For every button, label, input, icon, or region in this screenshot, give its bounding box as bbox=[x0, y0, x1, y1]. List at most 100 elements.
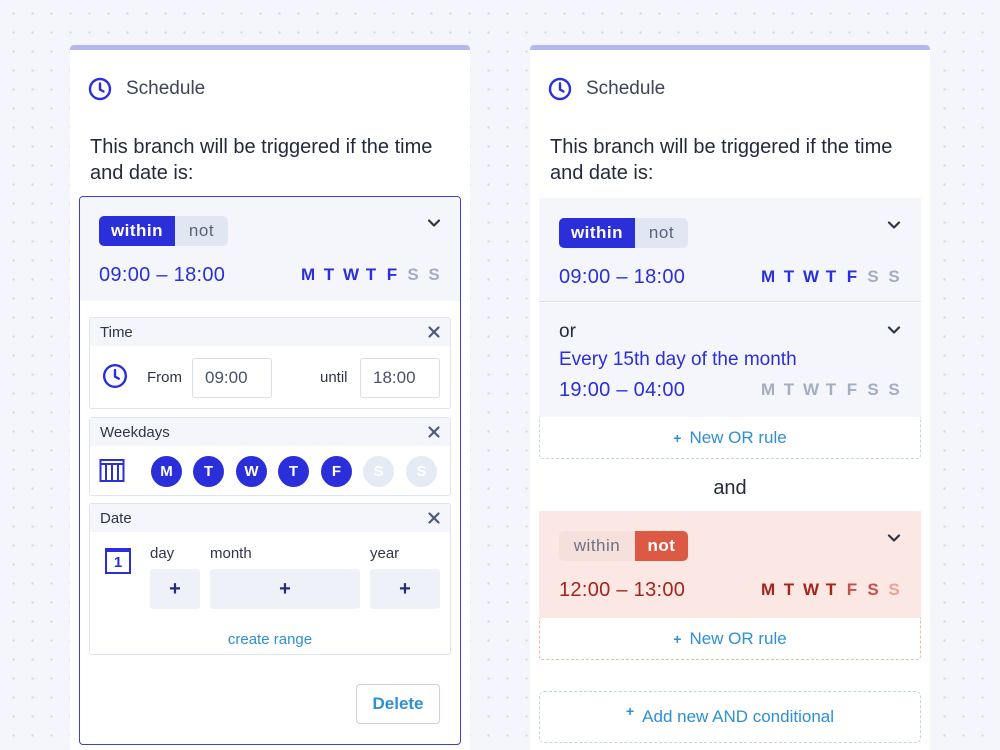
intro-text: This branch will be triggered if the tim… bbox=[550, 136, 893, 184]
day-letter: T bbox=[825, 380, 837, 399]
weekday-toggle-tue[interactable]: T bbox=[193, 456, 224, 487]
day-letter: T bbox=[825, 580, 837, 599]
condition-summary[interactable]: within not 09:00 – 18:00 M T W T F S S bbox=[539, 198, 921, 302]
weekday-toggle-sun[interactable]: S bbox=[406, 456, 437, 487]
condition-row: 12:00 – 13:00 M T W T F S S bbox=[559, 577, 901, 603]
intro-text: This branch will be triggered if the tim… bbox=[90, 136, 433, 184]
day-letter: S bbox=[888, 380, 900, 399]
panel-header: Schedule bbox=[548, 76, 665, 102]
weekdays-card-title: Weekdays bbox=[100, 423, 170, 441]
day-letter: T bbox=[365, 265, 377, 284]
weekday-toggle-wed[interactable]: W bbox=[236, 456, 267, 487]
add-day-button[interactable]: + bbox=[150, 569, 200, 609]
clock-icon bbox=[548, 77, 572, 101]
day-letter: M bbox=[301, 265, 316, 284]
day-letter: F bbox=[846, 380, 858, 399]
condition-row: 19:00 – 04:00 M T W T F S S bbox=[559, 377, 901, 403]
day-letter: M bbox=[761, 380, 776, 399]
within-not-toggle: within not bbox=[559, 531, 688, 561]
time-range: 12:00 – 13:00 bbox=[559, 578, 686, 601]
until-label: until bbox=[320, 369, 348, 386]
day-letter: W bbox=[803, 380, 820, 399]
within-option[interactable]: within bbox=[559, 218, 635, 248]
time-card-title: Time bbox=[100, 323, 133, 341]
day-letter: S bbox=[407, 265, 419, 284]
add-and-conditional-button[interactable]: + Add new AND conditional bbox=[539, 691, 921, 743]
weekday-toggle-sat[interactable]: S bbox=[363, 456, 394, 487]
plus-icon: + bbox=[673, 630, 682, 647]
close-icon[interactable] bbox=[428, 426, 440, 438]
clock-icon bbox=[102, 363, 128, 394]
condition-summary[interactable]: within not 09:00 – 18:00 M T W T F S S bbox=[80, 197, 460, 301]
schedule-panel-left: Schedule This branch will be triggered i… bbox=[70, 45, 470, 750]
day-letter: M bbox=[761, 580, 776, 599]
day-letter: F bbox=[386, 265, 398, 284]
days-summary: M T W T F S S bbox=[761, 580, 901, 600]
time-card: Time From 09:00 until 18:00 bbox=[89, 317, 451, 409]
from-time-input[interactable]: 09:00 bbox=[192, 358, 272, 398]
weekday-toggle-thu[interactable]: T bbox=[278, 456, 309, 487]
time-range: 19:00 – 04:00 bbox=[559, 378, 686, 401]
from-label: From bbox=[147, 369, 182, 386]
chevron-down-icon[interactable] bbox=[427, 216, 441, 230]
date-card: Date 1 day month year + + + create range bbox=[89, 503, 451, 655]
add-month-button[interactable]: + bbox=[210, 569, 360, 609]
day-label: day bbox=[150, 545, 175, 562]
or-label: or bbox=[559, 321, 576, 342]
chevron-down-icon[interactable] bbox=[887, 218, 901, 232]
or-rule-description: Every 15th day of the month bbox=[559, 349, 797, 370]
plus-icon: + bbox=[673, 429, 682, 446]
days-summary: M T W T F S S bbox=[761, 267, 901, 287]
calendar-grid-icon bbox=[99, 457, 125, 488]
day-letter: F bbox=[846, 580, 858, 599]
close-icon[interactable] bbox=[428, 326, 440, 338]
day-letter: T bbox=[783, 380, 795, 399]
condition-row: 09:00 – 18:00 M T W T F S S bbox=[559, 264, 901, 290]
day-letter: W bbox=[803, 267, 820, 286]
time-range: 09:00 – 18:00 bbox=[99, 263, 226, 286]
panel-title: Schedule bbox=[586, 78, 666, 99]
day-letter: S bbox=[867, 580, 879, 599]
time-card-header: Time bbox=[90, 318, 450, 346]
within-not-toggle: within not bbox=[99, 216, 228, 246]
not-option[interactable]: not bbox=[175, 216, 228, 246]
time-range: 09:00 – 18:00 bbox=[559, 265, 686, 288]
day-letter: S bbox=[888, 267, 900, 286]
delete-button[interactable]: Delete bbox=[356, 684, 440, 724]
day-letter: S bbox=[428, 265, 440, 284]
within-option[interactable]: within bbox=[99, 216, 175, 246]
close-icon[interactable] bbox=[428, 512, 440, 524]
panel-header: Schedule bbox=[88, 76, 205, 102]
day-letter: W bbox=[803, 580, 820, 599]
or-rule[interactable]: or Every 15th day of the month 19:00 – 0… bbox=[539, 303, 921, 417]
plus-icon: + bbox=[625, 703, 635, 719]
not-option[interactable]: not bbox=[635, 218, 688, 248]
day-letter: T bbox=[783, 267, 795, 286]
weekday-toggle-fri[interactable]: F bbox=[321, 456, 352, 487]
day-letter: S bbox=[888, 580, 900, 599]
weekday-toggle-mon[interactable]: M bbox=[151, 456, 182, 487]
day-letter: S bbox=[867, 380, 879, 399]
condition-editor: within not 09:00 – 18:00 M T W T F S S bbox=[79, 196, 461, 745]
not-option[interactable]: not bbox=[635, 531, 688, 561]
add-and-label: Add new AND conditional bbox=[642, 707, 835, 726]
days-summary: M T W T F S S bbox=[761, 380, 901, 400]
within-option[interactable]: within bbox=[559, 531, 635, 561]
day-letter: T bbox=[783, 580, 795, 599]
create-range-link[interactable]: create range bbox=[227, 631, 313, 648]
day-letter: T bbox=[323, 265, 335, 284]
condition-row: 09:00 – 18:00 M T W T F S S bbox=[99, 262, 441, 288]
new-or-rule-button[interactable]: + New OR rule bbox=[539, 618, 921, 660]
new-or-rule-label: New OR rule bbox=[689, 427, 787, 447]
day-letter: M bbox=[761, 267, 776, 286]
until-time-input[interactable]: 18:00 bbox=[360, 358, 440, 398]
year-label: year bbox=[370, 545, 400, 562]
add-year-button[interactable]: + bbox=[370, 569, 440, 609]
month-label: month bbox=[210, 545, 252, 562]
chevron-down-icon[interactable] bbox=[887, 531, 901, 545]
chevron-down-icon[interactable] bbox=[887, 323, 901, 337]
new-or-rule-button[interactable]: + New OR rule bbox=[539, 417, 921, 459]
condition-summary-not[interactable]: within not 12:00 – 13:00 M T W T F S S bbox=[539, 511, 921, 618]
and-label: and bbox=[713, 477, 747, 499]
clock-icon bbox=[88, 77, 112, 101]
